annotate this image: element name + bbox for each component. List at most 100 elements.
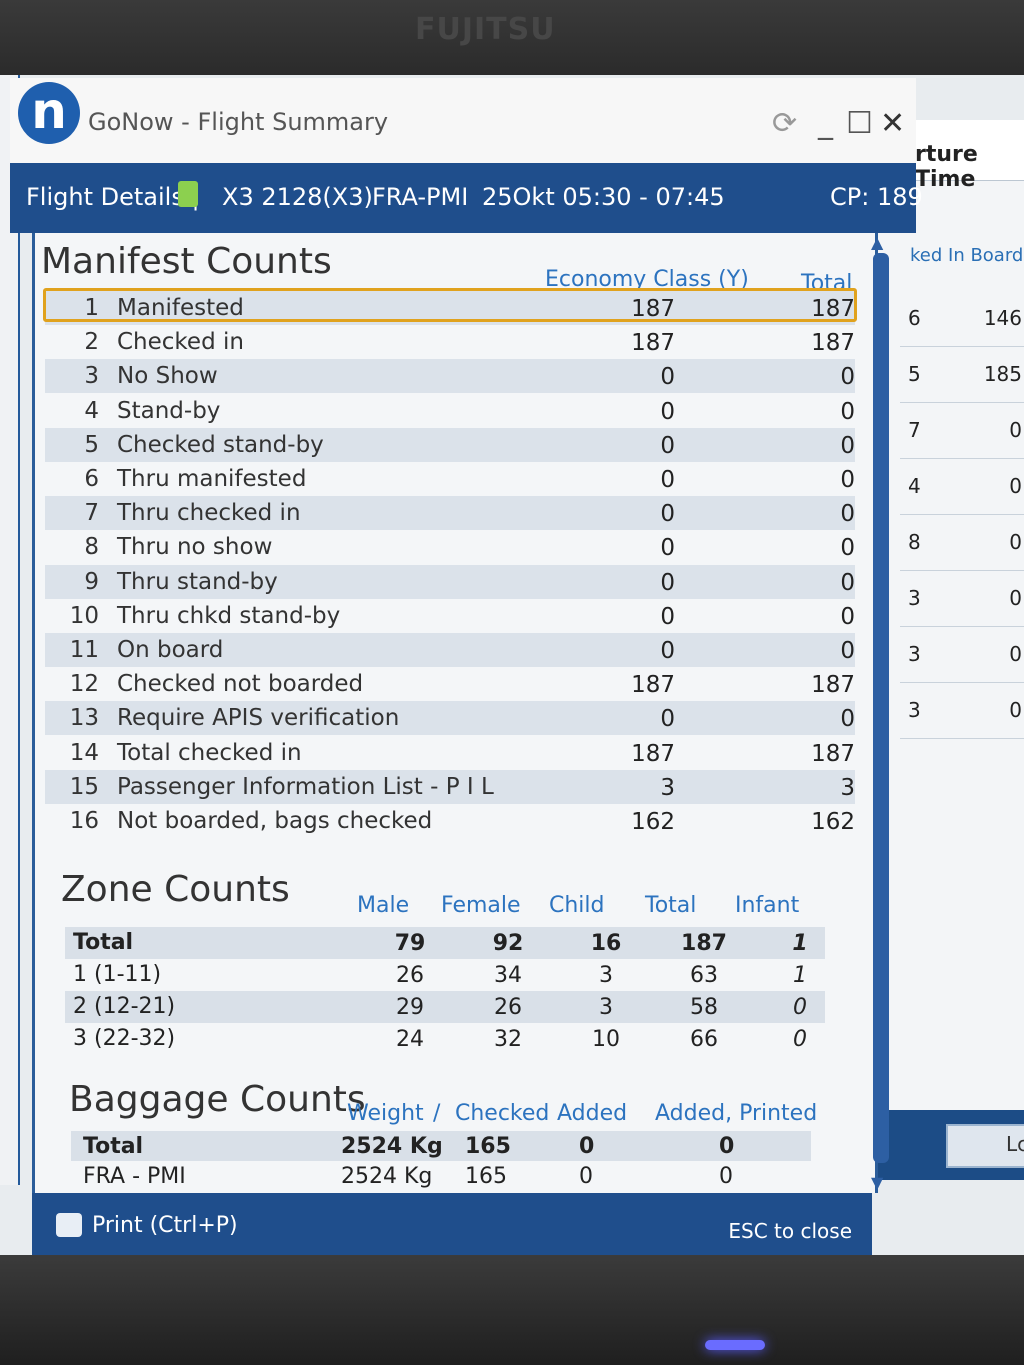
zone-row-female: 34 (494, 963, 522, 988)
baggage-row-checked: 165 (465, 1164, 507, 1189)
zone-row-total: 66 (690, 1027, 718, 1052)
zone-row-label: 3 (22-32) (73, 1026, 176, 1051)
baggage-title: Baggage Counts (69, 1079, 366, 1120)
manifest-col-economy: Economy Class (Y) (545, 267, 749, 292)
manifest-row-number: 9 (84, 568, 99, 595)
manifest-row-number: 14 (69, 739, 99, 766)
manifest-row-economy: 0 (660, 501, 675, 528)
zone-row-total: 58 (690, 995, 718, 1020)
zone-row-child: 3 (599, 995, 613, 1020)
baggage-row[interactable]: FRA - PMI 2524 Kg 165 0 0 (71, 1161, 811, 1191)
manifest-row[interactable]: 7 Thru checked in 0 0 (45, 496, 855, 531)
manifest-row[interactable]: 4 Stand-by 0 0 (45, 394, 855, 428)
manifest-row-number: 15 (69, 773, 99, 800)
manifest-row[interactable]: 13 Require APIS verification 0 0 (45, 701, 855, 736)
flight-summary-dialog: n GoNow - Flight Summary ⟳ _ ☐ ✕ Flight … (10, 78, 923, 1263)
flight-code: X3 2128(X3) (222, 183, 373, 211)
manifest-row-number: 1 (84, 295, 99, 321)
baggage-col-added: Added (557, 1101, 628, 1126)
manifest-row[interactable]: 5 Checked stand-by 0 0 (45, 427, 855, 462)
manifest-row-economy: 0 (660, 467, 675, 493)
manifest-row-economy: 0 (660, 535, 675, 562)
manifest-row-economy: 0 (660, 706, 675, 733)
background-button[interactable]: Lc (946, 1124, 1024, 1168)
manifest-row-total: 0 (840, 706, 855, 733)
app-logo: n (18, 82, 80, 144)
monitor-bezel-bottom (0, 1255, 1024, 1365)
zone-row[interactable]: 3 (22-32) 24 32 10 66 0 (65, 1023, 825, 1055)
manifest-row-total: 0 (840, 398, 855, 425)
background-row-board: 0 (1009, 474, 1022, 498)
zone-row-infant: 0 (793, 1027, 807, 1052)
manifest-title: Manifest Counts (41, 241, 332, 282)
manifest-row[interactable]: 16 Not boarded, bags checked 162 162 (45, 804, 855, 838)
manifest-row[interactable]: 2 Checked in 187 187 (45, 325, 855, 359)
manifest-row-economy: 0 (660, 603, 675, 630)
baggage-row[interactable]: Total 2524 Kg 165 0 0 (71, 1131, 811, 1161)
manifest-row-number: 13 (69, 705, 99, 732)
background-row-board: 0 (1009, 586, 1022, 610)
printer-icon[interactable] (56, 1213, 82, 1237)
manifest-row-total: 0 (840, 638, 855, 664)
manifest-row[interactable]: 8 Thru no show 0 0 (45, 530, 855, 564)
manifest-row-number: 11 (69, 637, 99, 663)
dialog-footer: Print (Ctrl+P) ESC to close (32, 1193, 872, 1263)
scroll-down-icon[interactable]: ▼ (871, 1173, 884, 1192)
manifest-row-label: Manifested (117, 295, 244, 321)
title-bar: n GoNow - Flight Summary ⟳ _ ☐ ✕ (10, 78, 916, 164)
manifest-row-economy: 187 (631, 672, 675, 699)
manifest-row[interactable]: 9 Thru stand-by 0 0 (45, 564, 855, 599)
background-row-checked: 6 (908, 306, 921, 330)
scrollbar[interactable] (873, 253, 889, 1163)
manifest-row-economy: 3 (660, 774, 675, 801)
manifest-row-total: 0 (840, 364, 855, 391)
manifest-row[interactable]: 11 On board 0 0 (45, 633, 855, 667)
maximize-icon[interactable]: ☐ (846, 106, 873, 141)
esc-hint: ESC to close (728, 1219, 852, 1243)
manifest-row-total: 187 (811, 330, 855, 357)
zone-row[interactable]: 2 (12-21) 29 26 3 58 0 (65, 991, 825, 1023)
manifest-row[interactable]: 10 Thru chkd stand-by 0 0 (45, 599, 855, 633)
zone-row-infant: 1 (793, 963, 807, 988)
manifest-row-number: 6 (84, 466, 99, 492)
manifest-row-economy: 187 (631, 330, 675, 357)
manifest-row-total: 187 (811, 740, 855, 767)
refresh-icon[interactable]: ⟳ (772, 106, 798, 141)
print-button[interactable]: Print (Ctrl+P) (92, 1213, 238, 1238)
manifest-row[interactable]: 14 Total checked in 187 187 (45, 736, 855, 770)
background-row: 5 185 (900, 346, 1024, 403)
zone-row-total: 63 (690, 963, 718, 988)
zone-row-male: 29 (396, 995, 424, 1020)
minimize-icon[interactable]: _ (818, 106, 833, 141)
zone-row-child: 10 (592, 1027, 620, 1052)
manifest-row-total: 0 (840, 603, 855, 630)
zone-row-infant: 0 (793, 995, 807, 1020)
manifest-row-label: Stand-by (117, 397, 221, 424)
zone-row[interactable]: Total 79 92 16 187 1 (65, 927, 825, 959)
close-icon[interactable]: ✕ (880, 106, 906, 141)
manifest-row[interactable]: 3 No Show 0 0 (45, 359, 855, 394)
summary-content: ▲ ▼ Manifest Counts Economy Class (Y) To… (32, 233, 889, 1193)
scroll-up-icon[interactable]: ▲ (871, 233, 884, 252)
manifest-row-number: 7 (84, 500, 99, 527)
manifest-row-total: 0 (840, 569, 855, 596)
baggage-row-added: 0 (579, 1164, 593, 1189)
zone-row-female: 26 (494, 995, 522, 1020)
background-row-checked: 4 (908, 474, 921, 498)
zone-title: Zone Counts (61, 869, 290, 910)
zone-row-female: 32 (494, 1027, 522, 1052)
manifest-row-total: 0 (840, 535, 855, 562)
baggage-row-label: Total (83, 1134, 144, 1159)
manifest-row[interactable]: 12 Checked not boarded 187 187 (45, 667, 855, 701)
flight-route: FRA-PMI (372, 183, 469, 211)
manifest-row-total: 0 (840, 501, 855, 528)
zone-row[interactable]: 1 (1-11) 26 34 3 63 1 (65, 959, 825, 991)
baggage-row-printed: 0 (719, 1134, 735, 1159)
manifest-row[interactable]: 6 Thru manifested 0 0 (45, 462, 855, 496)
manifest-row-economy: 0 (660, 569, 675, 596)
manifest-row[interactable]: 15 Passenger Information List - P I L 3 3 (45, 769, 855, 804)
